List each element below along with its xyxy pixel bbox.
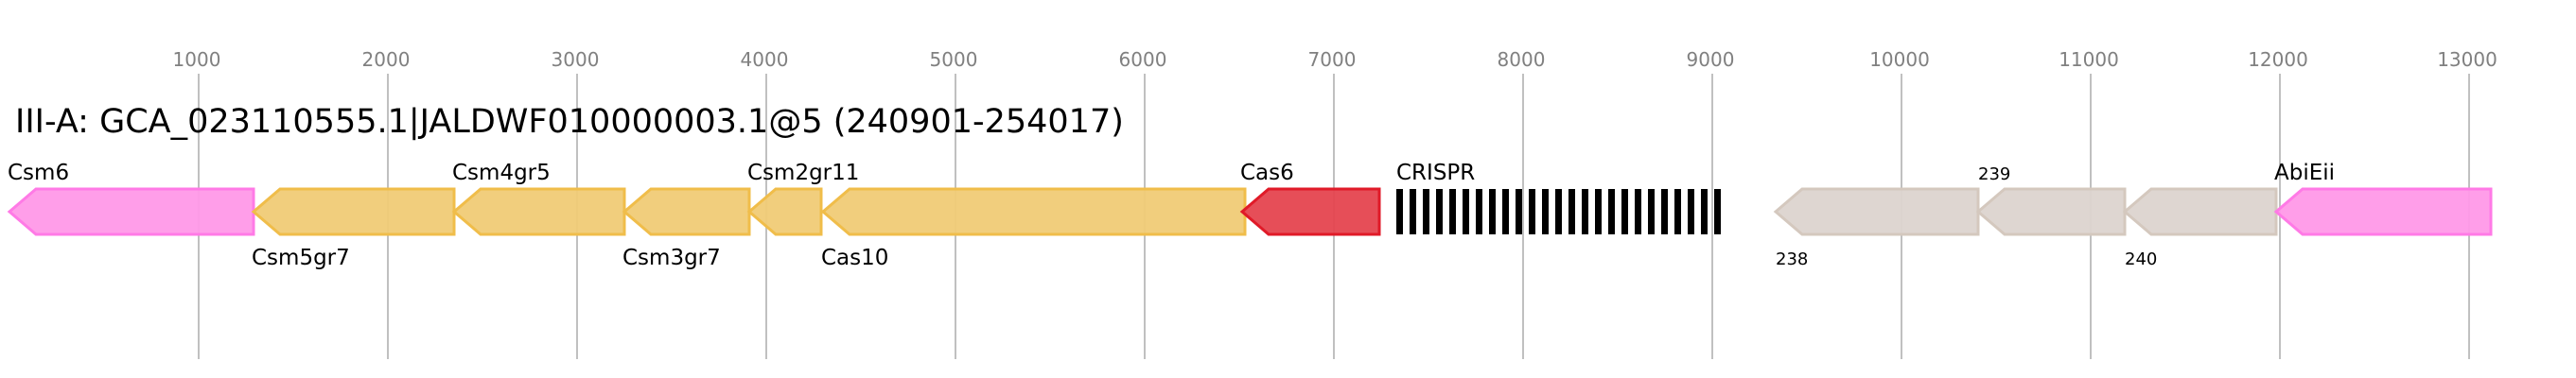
tick-label: 9000 xyxy=(1687,48,1735,71)
crispr-repeat xyxy=(1582,189,1588,234)
tick-label: 8000 xyxy=(1498,48,1546,71)
tick-label: 4000 xyxy=(741,48,789,71)
gene-arrow xyxy=(1239,187,1381,236)
gene-arrow xyxy=(1975,187,2127,236)
gene-arrow xyxy=(251,187,456,236)
gene-arrow xyxy=(622,187,751,236)
crispr-repeat xyxy=(1502,189,1509,234)
tick-label: 5000 xyxy=(930,48,978,71)
crispr-repeat xyxy=(1463,189,1469,234)
crispr-repeat xyxy=(1436,189,1443,234)
crispr-repeat xyxy=(1688,189,1694,234)
gene-label: AbiEii xyxy=(2274,161,2335,185)
gene-arrow xyxy=(1773,187,1980,236)
crispr-repeat xyxy=(1396,189,1403,234)
crispr-repeat xyxy=(1555,189,1562,234)
crispr-repeat xyxy=(1714,189,1721,234)
crispr-repeat xyxy=(1701,189,1708,234)
gene-arrow xyxy=(820,187,1247,236)
crispr-repeat xyxy=(1542,189,1549,234)
gene-arrow xyxy=(451,187,626,236)
gene-label: Csm4gr5 xyxy=(452,161,551,185)
tick-label: 1000 xyxy=(173,48,221,71)
crispr-repeat xyxy=(1529,189,1535,234)
tick-label: 3000 xyxy=(552,48,600,71)
crispr-repeat xyxy=(1595,189,1602,234)
tick-label: 13000 xyxy=(2437,48,2497,71)
crispr-repeat xyxy=(1635,189,1641,234)
gene-label: Csm2gr11 xyxy=(747,161,859,185)
gene-arrow xyxy=(7,187,255,236)
crispr-repeat xyxy=(1674,189,1681,234)
crispr-repeat xyxy=(1648,189,1655,234)
gene-label: 239 xyxy=(1978,164,2010,184)
crispr-label: CRISPR xyxy=(1396,161,1475,185)
gene-label: Csm6 xyxy=(8,161,69,185)
gene-label: 240 xyxy=(2125,249,2157,269)
crispr-repeat xyxy=(1516,189,1522,234)
crispr-repeat xyxy=(1423,189,1429,234)
gene-label: Cas6 xyxy=(1240,161,1294,185)
tick-label: 2000 xyxy=(362,48,411,71)
crispr-repeat xyxy=(1568,189,1575,234)
gene-arrow xyxy=(2273,187,2493,236)
gene-arrow xyxy=(2122,187,2278,236)
cluster-title: III-A: GCA_023110555.1|JALDWF010000003.1… xyxy=(15,103,1124,141)
gene-label: Cas10 xyxy=(821,246,888,270)
crispr-repeat xyxy=(1621,189,1628,234)
gene-label: Csm5gr7 xyxy=(252,246,350,270)
crispr-repeat xyxy=(1608,189,1615,234)
crispr-repeat xyxy=(1410,189,1416,234)
crispr-repeat xyxy=(1476,189,1482,234)
tick-label: 6000 xyxy=(1119,48,1167,71)
crispr-repeat xyxy=(1449,189,1456,234)
gene-track: Csm6 Csm5gr7 Csm4gr5 Csm3gr7 Csm2gr11 Cas10 Ca… xyxy=(7,161,2493,270)
gene-label: 238 xyxy=(1776,249,1808,269)
tick-label: 12000 xyxy=(2248,48,2308,71)
tick-label: 11000 xyxy=(2059,48,2119,71)
tick-label: 7000 xyxy=(1308,48,1357,71)
gene-label: Csm3gr7 xyxy=(622,246,721,270)
gene-arrow xyxy=(746,187,823,236)
crispr-repeat xyxy=(1661,189,1668,234)
crispr-repeat xyxy=(1489,189,1496,234)
tick-label: 10000 xyxy=(1869,48,1930,71)
